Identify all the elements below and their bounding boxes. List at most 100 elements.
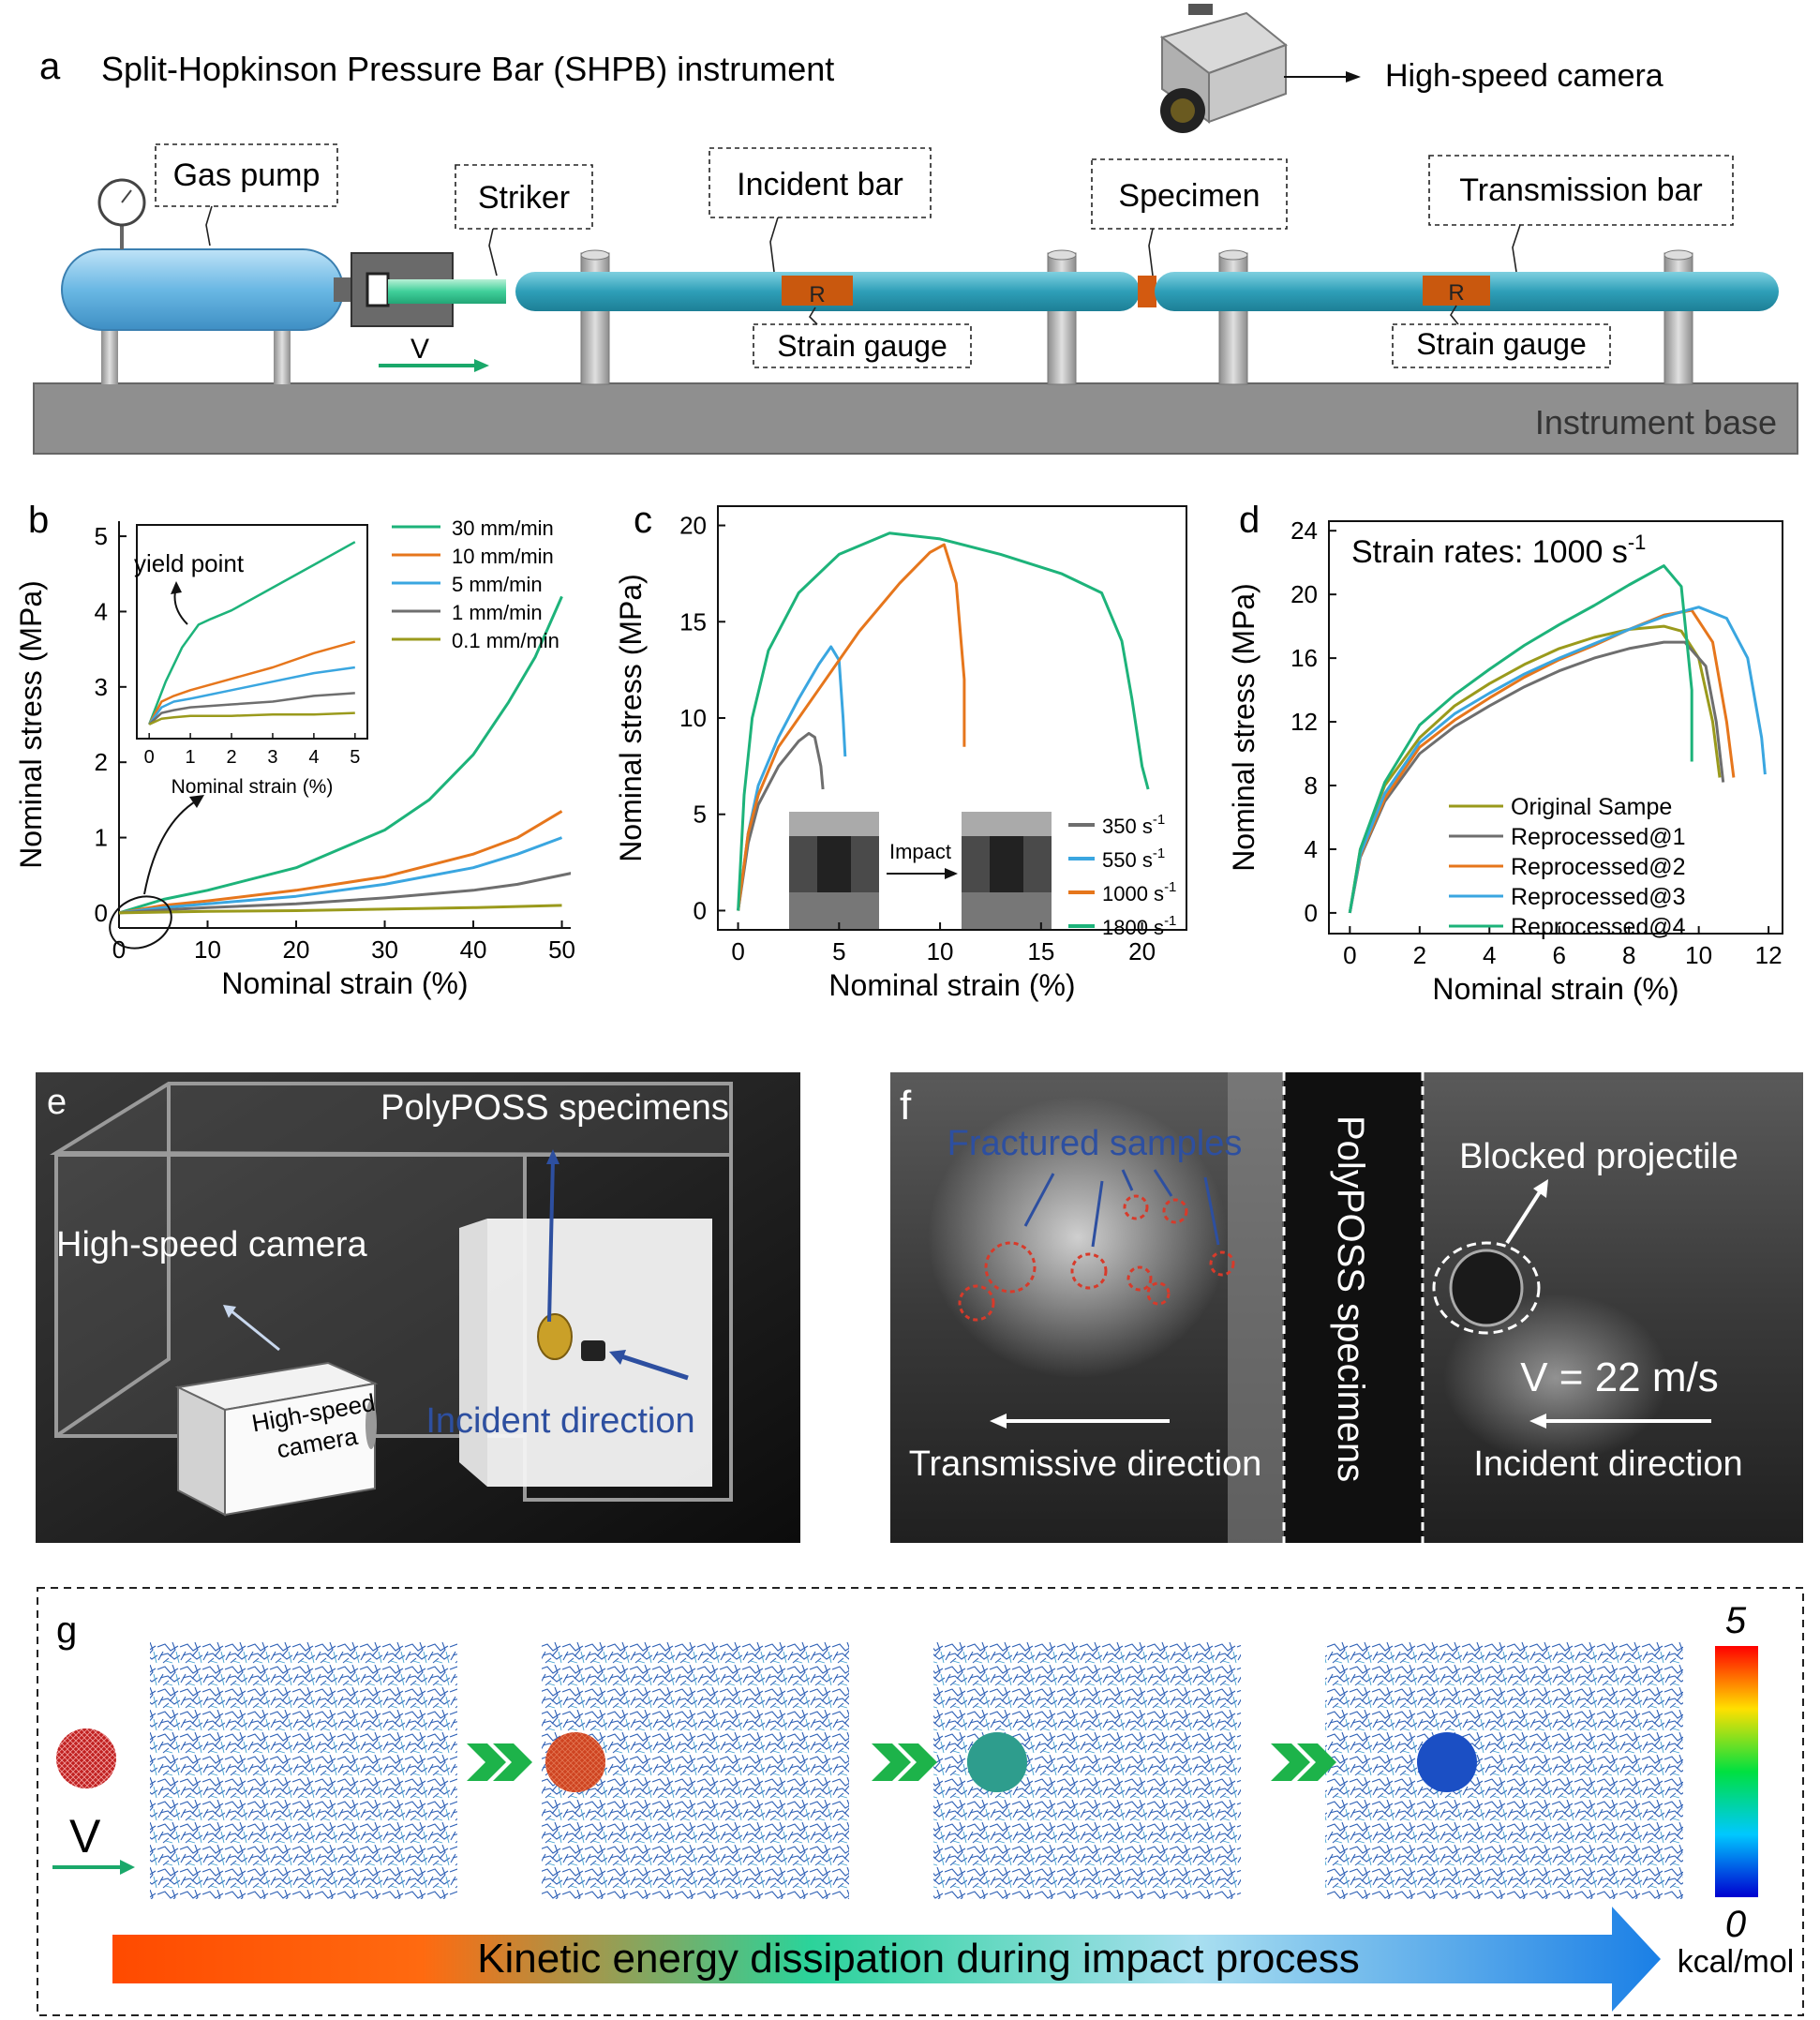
legend-label: 10 mm/min <box>452 545 554 568</box>
y-tick-label: 3 <box>95 673 108 701</box>
chevron-arrows <box>467 1743 1336 1781</box>
y-tick-label: 1 <box>95 824 108 852</box>
strain-gauge-2 <box>1423 276 1490 306</box>
blocked-projectile-label: Blocked projectile <box>1459 1137 1738 1176</box>
y-axis-label: Nominal stress (MPa) <box>1227 583 1261 872</box>
support-posts <box>101 249 1693 385</box>
legend-label: 550 s-1 <box>1102 845 1165 872</box>
fracture-arrows <box>1023 1169 1220 1248</box>
inset-x-tick-label: 2 <box>226 747 236 768</box>
x-tick-label: 40 <box>460 935 487 964</box>
series-line <box>737 731 825 911</box>
panel-e-letter: e <box>47 1083 67 1122</box>
y-tick-label: 0 <box>1305 899 1318 927</box>
blocked-projectile-shape <box>1449 1249 1524 1327</box>
y-axis-label: Nominal stress (MPa) <box>14 580 48 869</box>
x-tick-label: 50 <box>548 935 575 964</box>
x-axis-label: Nominal strain (%) <box>828 968 1075 1002</box>
x-tick-label: 8 <box>1622 941 1635 969</box>
series-line <box>1348 640 1725 914</box>
legend-label: Reprocessed@1 <box>1511 824 1686 850</box>
x-tick-label: 10 <box>1685 941 1712 969</box>
series-line <box>737 543 966 911</box>
velocity-22-label: V = 22 m/s <box>1520 1354 1719 1400</box>
kinetic-energy-label: Kinetic energy dissipation during impact… <box>477 1936 1360 1982</box>
y-tick-label: 0 <box>694 896 707 924</box>
impact-label: Impact <box>889 840 951 863</box>
x-tick-label: 10 <box>194 935 221 964</box>
x-axis-label: Nominal strain (%) <box>221 966 468 1000</box>
camera-box <box>174 1361 379 1517</box>
x-tick-label: 15 <box>1027 937 1054 965</box>
series-line <box>119 595 563 915</box>
gas-pump-tank <box>61 248 344 331</box>
inset-x-tick-label: 5 <box>350 747 360 768</box>
series-line <box>1348 564 1693 914</box>
y-tick-label: 20 <box>679 512 707 540</box>
legend-label: Reprocessed@2 <box>1511 854 1686 880</box>
inset-x-tick-label: 0 <box>144 747 155 768</box>
zoom-ellipse <box>109 895 172 950</box>
panel-d-letter: d <box>1239 500 1260 541</box>
gauge-mark-1: R <box>809 282 825 307</box>
projectile-ball <box>56 1728 116 1788</box>
series-line <box>1348 606 1767 914</box>
kinetic-energy-arrow <box>112 1907 1661 2012</box>
fractured-samples-label: Fractured samples <box>947 1124 1243 1163</box>
y-tick-label: 10 <box>679 704 707 732</box>
high-speed-camera-icon <box>1159 4 1289 133</box>
striker-label: Striker <box>478 180 570 216</box>
series-line <box>1348 608 1736 914</box>
fracture-markers <box>958 1194 1235 1322</box>
base-label: Instrument base <box>1535 403 1777 441</box>
legend-exponent: -1 <box>1164 913 1176 929</box>
panel-a: a Split-Hopkinson Pressure Bar (SHPB) in… <box>33 4 1798 455</box>
y-tick-label: 15 <box>679 607 707 636</box>
yield-point-label: yield point <box>134 549 245 577</box>
strain-gauge-1 <box>782 276 853 306</box>
chart-d-title: Strain rates: 1000 s-1 <box>1351 531 1646 570</box>
unit-label: kcal/mol <box>1678 1944 1795 1980</box>
series-line <box>119 836 563 915</box>
callout-leaders <box>205 205 1521 325</box>
color-scale-bar <box>1715 1646 1758 1897</box>
panel-b: b 0 10 20 30 40 50 0 1 2 3 4 5 Nominal strain (%) Nom… <box>14 500 575 1000</box>
legend-label: Reprocessed@3 <box>1511 884 1686 910</box>
md-snapshot-4 <box>1325 1642 1683 1899</box>
legend-label: 5 mm/min <box>452 573 543 596</box>
inset-x-tick-label: 3 <box>267 747 277 768</box>
x-tick-label: 0 <box>1343 941 1356 969</box>
blocked-projectile-marker <box>1432 1241 1541 1335</box>
panel-f: f Fractured samples PolyPOSS specimens B… <box>890 1072 1803 1543</box>
pressure-gauge-icon <box>97 178 146 249</box>
legend-label: 1 mm/min <box>452 601 543 624</box>
y-tick-label: 5 <box>95 522 108 550</box>
series-line <box>1348 624 1722 914</box>
gauge-mark-2: R <box>1448 280 1464 306</box>
incident-direction-label: Incident direction <box>425 1401 694 1441</box>
camera-label: High-speed camera <box>1385 58 1663 94</box>
legend-label: 1800 s-1 <box>1102 913 1176 939</box>
y-tick-label: 0 <box>95 899 108 927</box>
panel-g-frame <box>37 1587 1804 2016</box>
y-tick-label: 16 <box>1290 644 1318 672</box>
chart-c: 0 5 10 15 20 0 5 10 15 20 Nominal strain (%) Nomina… <box>614 505 1187 1002</box>
strain-gauge-label-2: Strain gauge <box>1416 327 1586 361</box>
specimen <box>1138 276 1156 307</box>
series-line <box>148 666 355 726</box>
polyposs-specimens-label: PolyPOSS specimens <box>380 1088 729 1128</box>
panel-c: c Impact 0 5 10 15 20 0 5 10 15 20 Nominal strain … <box>614 500 1187 1002</box>
y-axis-label: Nominal stress (MPa) <box>614 574 648 862</box>
impact-inset-photos: Impact <box>789 812 1052 930</box>
incident-direction-label-f: Incident direction <box>1473 1444 1742 1484</box>
x-tick-label: 5 <box>832 937 845 965</box>
y-tick-label: 4 <box>1305 835 1318 863</box>
legend-exponent: -1 <box>1153 845 1165 861</box>
inset-frame <box>136 524 368 740</box>
transmission-bar-label: Transmission bar <box>1459 172 1702 208</box>
x-axis-label: Nominal strain (%) <box>1432 972 1678 1006</box>
y-tick-label: 12 <box>1290 708 1318 736</box>
y-tick-label: 24 <box>1290 516 1318 545</box>
